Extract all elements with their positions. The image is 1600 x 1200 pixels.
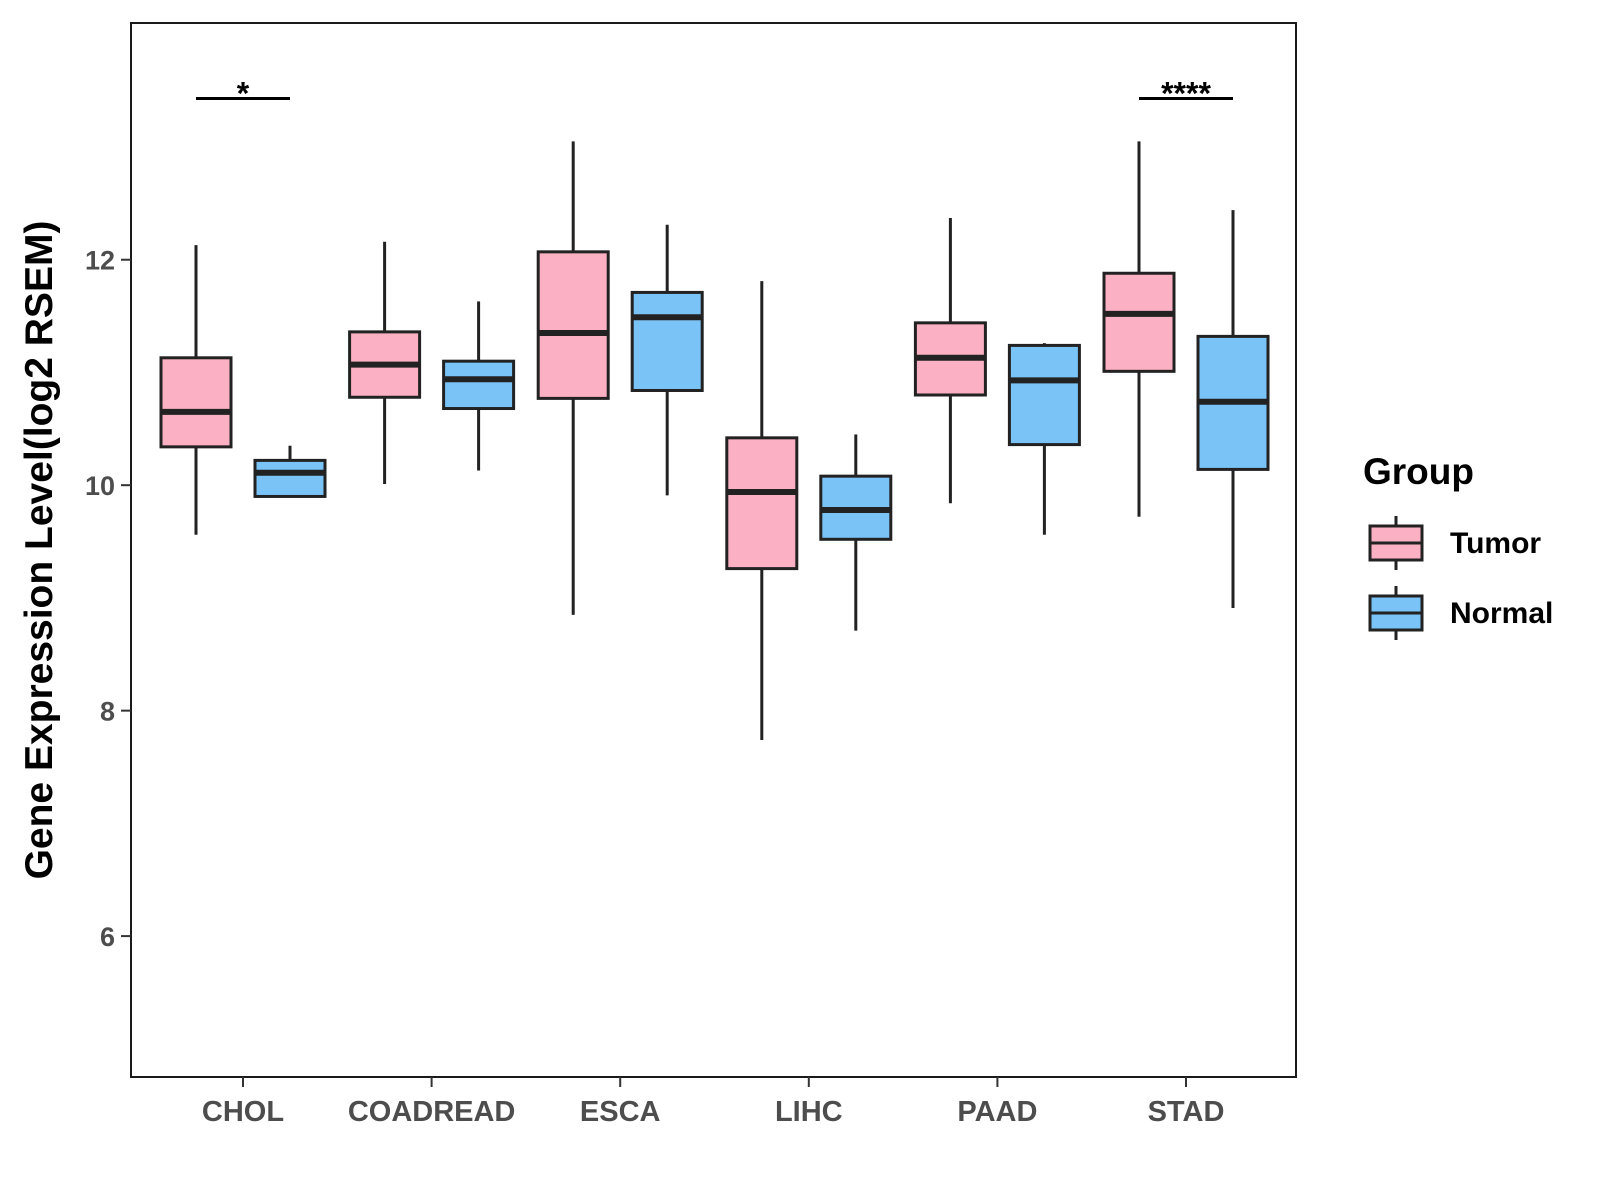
box-iqr [536, 250, 610, 400]
plot-panel-border [130, 22, 1297, 1078]
y-tick-label: 10 [85, 471, 115, 501]
box-tumor-stad [1102, 141, 1176, 517]
x-tick-label-lihc: LIHC [775, 1096, 843, 1128]
box-tumor-esca [536, 141, 610, 615]
y-axis-label: Gene Expression Level(log2 RSEM) [18, 221, 61, 880]
legend-item-tumor: Tumor [1368, 516, 1541, 570]
box-normal-coadread [442, 301, 516, 471]
significance-label-chol: * [237, 76, 250, 112]
box-iqr [725, 436, 799, 571]
box-iqr [442, 359, 516, 411]
y-tick-label: 8 [100, 697, 115, 727]
box-normal-paad [1007, 343, 1081, 535]
x-axis: CHOL COADREAD ESCA LIHC PAAD STAD [202, 1077, 1224, 1128]
box-tumor-lihc [725, 281, 799, 740]
box-iqr [1102, 271, 1176, 373]
y-tick-label: 12 [85, 246, 115, 276]
box-normal-stad [1196, 210, 1270, 609]
x-tick-label-stad: STAD [1148, 1096, 1225, 1128]
x-tick-label-paad: PAAD [957, 1096, 1037, 1128]
box-tumor-chol [159, 245, 233, 535]
box-tumor-coadread [348, 241, 422, 485]
x-tick-label-chol: CHOL [202, 1096, 284, 1128]
box-normal-esca [630, 224, 704, 496]
legend-label-normal: Normal [1450, 597, 1553, 630]
significance-annotations: * **** [196, 76, 1233, 112]
box-iqr [1007, 343, 1081, 447]
box-iqr [630, 290, 704, 392]
legend-label-tumor: Tumor [1450, 527, 1541, 560]
significance-label-stad: **** [1161, 76, 1211, 112]
box-iqr [253, 458, 327, 498]
legend: Group Tumor Normal [1363, 451, 1553, 640]
box-normal-lihc [819, 434, 893, 631]
boxes-layer [159, 141, 1270, 740]
box-normal-chol [253, 445, 327, 498]
y-axis: 6 8 10 12 [85, 246, 131, 952]
box-tumor-paad [913, 218, 987, 504]
x-tick-label-coadread: COADREAD [348, 1096, 516, 1128]
legend-item-normal: Normal [1368, 586, 1553, 640]
x-tick-label-esca: ESCA [580, 1096, 661, 1128]
box-iqr [159, 356, 233, 449]
legend-title: Group [1363, 451, 1474, 492]
y-tick-label: 6 [100, 922, 115, 952]
